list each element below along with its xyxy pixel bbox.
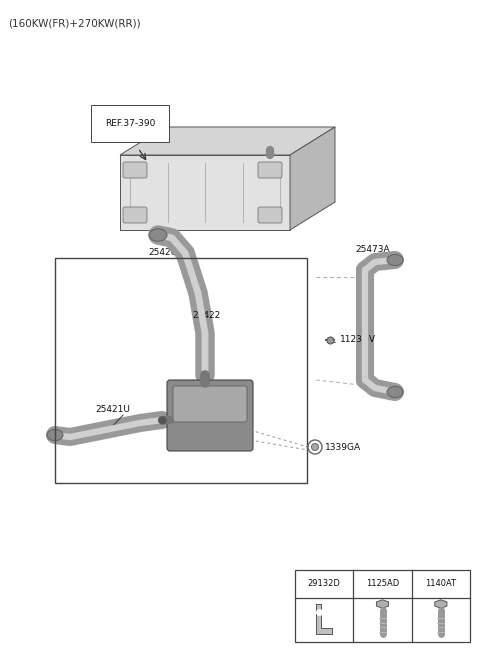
- Bar: [295, 570, 470, 642]
- FancyBboxPatch shape: [258, 162, 282, 178]
- Polygon shape: [316, 604, 332, 634]
- Polygon shape: [376, 600, 389, 608]
- Text: 1339GA: 1339GA: [325, 443, 361, 451]
- Text: REF.37-390: REF.37-390: [105, 119, 156, 128]
- Ellipse shape: [312, 443, 319, 451]
- Polygon shape: [120, 155, 290, 230]
- Text: 25422: 25422: [192, 310, 220, 319]
- FancyBboxPatch shape: [123, 207, 147, 223]
- FancyBboxPatch shape: [123, 162, 147, 178]
- Text: 1140AT: 1140AT: [425, 579, 456, 588]
- FancyBboxPatch shape: [173, 386, 247, 422]
- Ellipse shape: [387, 386, 403, 398]
- Text: 25421U: 25421U: [95, 405, 130, 415]
- Ellipse shape: [47, 430, 63, 441]
- Text: 29132D: 29132D: [308, 579, 341, 588]
- Text: 1125AD: 1125AD: [366, 579, 399, 588]
- Polygon shape: [290, 127, 335, 230]
- FancyBboxPatch shape: [258, 207, 282, 223]
- Bar: [55, 258, 307, 483]
- Ellipse shape: [387, 255, 403, 266]
- Text: (160KW(FR)+270KW(RR)): (160KW(FR)+270KW(RR)): [8, 18, 141, 28]
- Ellipse shape: [149, 229, 167, 241]
- Polygon shape: [120, 127, 335, 155]
- FancyBboxPatch shape: [167, 380, 253, 451]
- Text: 1123GV: 1123GV: [340, 335, 376, 344]
- Text: 25473A: 25473A: [355, 245, 390, 254]
- Polygon shape: [435, 600, 447, 608]
- Text: 25420S: 25420S: [148, 248, 182, 257]
